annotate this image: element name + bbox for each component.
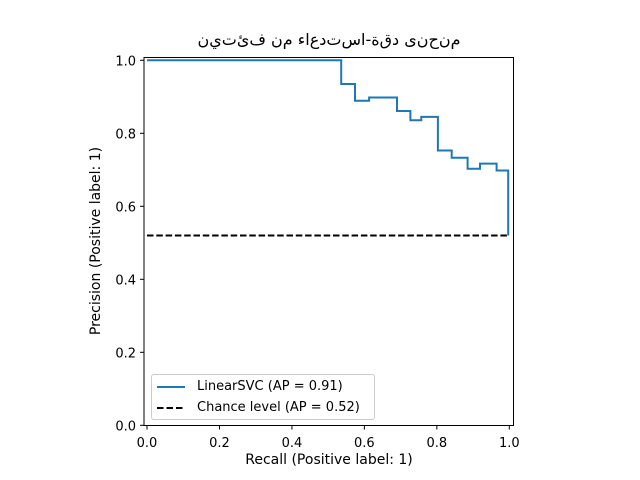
chart-title: م‌ن‌ح‌ن‌ى د‌ق‌ة-ا‌س‌ت‌د‌ع‌ا‌ء م‌ن ف‌ئ‌ت‌… [197,30,461,49]
x-axis-label: Recall (Positive label: 1) [245,452,413,468]
legend-label: LinearSVC (AP = 0.91) [197,379,343,394]
y-tick-label: 0.2 [115,346,136,361]
x-tick-label: 0.8 [426,436,447,451]
pr-curve [147,59,510,236]
x-tick-label: 0.0 [137,436,158,451]
y-tick-label: 0.6 [115,200,136,215]
legend: LinearSVC (AP = 0.91) Chance level (AP =… [151,374,375,420]
x-tick-label: 0.6 [354,436,375,451]
x-tick-label: 1.0 [499,436,520,451]
y-tick-label: 0.8 [115,127,136,142]
y-tick-label: 0.4 [115,273,136,288]
legend-entry-linearsvc: LinearSVC (AP = 0.91) [152,377,374,396]
axes-frame [143,57,514,426]
legend-entry-chance: Chance level (AP = 0.52) [152,398,374,417]
x-tick-label: 0.4 [282,436,303,451]
y-axis-label: Precision (Positive label: 1) [88,146,104,336]
x-tick-label: 0.2 [209,436,230,451]
y-tick-label: 1.0 [115,54,136,69]
legend-label: Chance level (AP = 0.52) [197,400,360,415]
solid-line-swatch [157,385,185,388]
dashed-line-swatch [157,406,185,409]
y-tick-label: 0.0 [115,419,136,434]
